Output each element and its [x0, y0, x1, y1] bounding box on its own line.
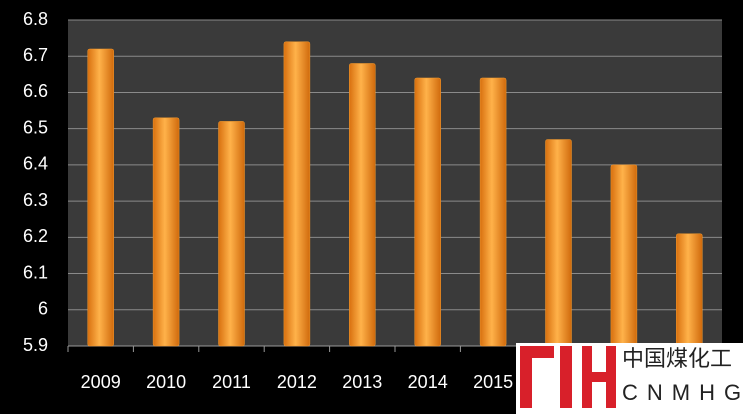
y-tick-label: 6.2: [23, 226, 48, 246]
watermark-subtext: CNMHG: [622, 380, 743, 405]
bar: [349, 63, 376, 347]
logo-part: [592, 372, 606, 382]
bar: [87, 48, 114, 347]
x-tick-label: 2010: [146, 372, 186, 392]
watermark: 中国煤化工 CNMHG: [516, 343, 743, 414]
bar: [414, 77, 441, 347]
y-tick-label: 6.8: [23, 9, 48, 29]
bar: [545, 139, 572, 347]
logo-part: [532, 346, 554, 358]
logo-part: [520, 346, 532, 408]
y-tick-label: 5.9: [23, 335, 48, 355]
x-tick-label: 2015: [473, 372, 513, 392]
y-tick-label: 6.6: [23, 81, 48, 101]
bar: [610, 164, 638, 347]
x-tick-label: 2012: [277, 372, 317, 392]
x-tick-label: 2014: [408, 372, 448, 392]
y-tick-label: 6.7: [23, 45, 48, 65]
bar: [218, 121, 245, 347]
y-tick-label: 6: [38, 299, 48, 319]
y-tick-label: 6.1: [23, 262, 48, 282]
bar: [283, 41, 311, 347]
bar: [676, 233, 703, 347]
logo-part: [582, 346, 592, 408]
x-tick-label: 2009: [81, 372, 121, 392]
logo-part: [606, 346, 616, 408]
watermark-text: 中国煤化工: [622, 347, 732, 372]
x-tick-label: 2011: [212, 372, 251, 392]
y-tick-label: 6.4: [23, 154, 48, 174]
x-tick-label: 2013: [342, 372, 382, 392]
logo-part: [560, 346, 572, 408]
bar: [479, 77, 507, 347]
y-tick-label: 6.3: [23, 190, 48, 210]
y-tick-label: 6.5: [23, 117, 48, 137]
bar: [152, 117, 180, 347]
